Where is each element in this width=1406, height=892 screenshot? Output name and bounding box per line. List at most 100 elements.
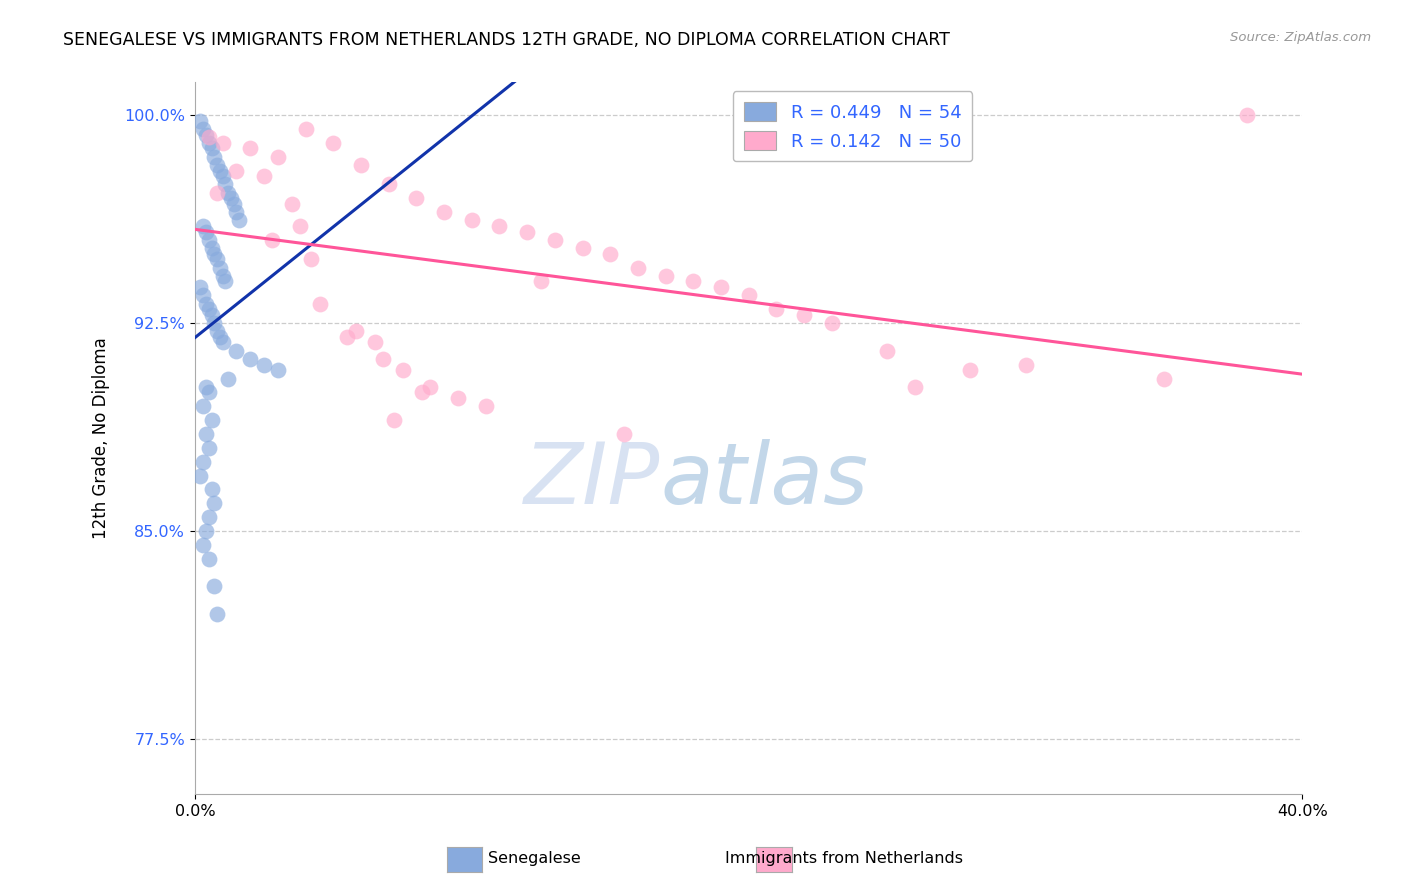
- Point: [195, 296, 218, 310]
- Point: [288, 219, 311, 233]
- Point: [200, 413, 222, 427]
- Point: [208, 260, 231, 275]
- Point: [1236, 108, 1258, 122]
- Point: [195, 128, 218, 142]
- Point: [308, 296, 330, 310]
- Point: [205, 324, 228, 338]
- Point: [200, 308, 222, 322]
- Point: [190, 468, 212, 483]
- Point: [193, 122, 215, 136]
- Point: [294, 122, 316, 136]
- Point: [200, 483, 222, 497]
- Point: [200, 241, 222, 255]
- Point: [193, 538, 215, 552]
- Point: [530, 275, 553, 289]
- Legend: R = 0.449   N = 54, R = 0.142   N = 50: R = 0.449 N = 54, R = 0.142 N = 50: [733, 91, 972, 161]
- Point: [904, 380, 927, 394]
- Y-axis label: 12th Grade, No Diploma: 12th Grade, No Diploma: [93, 337, 110, 539]
- Point: [197, 385, 219, 400]
- Point: [350, 158, 373, 172]
- Point: [214, 275, 236, 289]
- Point: [214, 178, 236, 192]
- Point: [202, 150, 225, 164]
- Point: [205, 158, 228, 172]
- Point: [202, 246, 225, 260]
- Point: [253, 169, 276, 183]
- Point: [373, 352, 395, 367]
- Point: [193, 288, 215, 302]
- Point: [613, 426, 636, 441]
- Point: [461, 213, 484, 227]
- Point: [682, 275, 704, 289]
- Point: [364, 335, 387, 350]
- Point: [228, 213, 250, 227]
- Point: [299, 252, 322, 267]
- Point: [876, 343, 898, 358]
- Point: [197, 551, 219, 566]
- Point: [200, 141, 222, 155]
- Point: [193, 455, 215, 469]
- Point: [322, 136, 344, 150]
- Point: [344, 324, 367, 338]
- Point: [959, 363, 981, 377]
- Point: [336, 330, 359, 344]
- Text: atlas: atlas: [659, 440, 868, 523]
- Point: [217, 371, 239, 385]
- Text: Source: ZipAtlas.com: Source: ZipAtlas.com: [1230, 31, 1371, 45]
- Point: [405, 191, 427, 205]
- Point: [225, 205, 247, 219]
- Point: [267, 363, 290, 377]
- Point: [202, 496, 225, 510]
- Point: [765, 302, 787, 317]
- Point: [205, 186, 228, 200]
- Point: [710, 280, 733, 294]
- Text: ZIP: ZIP: [524, 440, 659, 523]
- Text: SENEGALESE VS IMMIGRANTS FROM NETHERLANDS 12TH GRADE, NO DIPLOMA CORRELATION CHA: SENEGALESE VS IMMIGRANTS FROM NETHERLAND…: [63, 31, 950, 49]
- Point: [253, 358, 276, 372]
- Point: [205, 607, 228, 621]
- Point: [205, 252, 228, 267]
- Point: [208, 163, 231, 178]
- Point: [382, 413, 405, 427]
- Point: [211, 335, 233, 350]
- Point: [211, 169, 233, 183]
- Point: [821, 316, 844, 330]
- Point: [208, 330, 231, 344]
- Point: [197, 136, 219, 150]
- Point: [197, 233, 219, 247]
- Point: [737, 288, 759, 302]
- Point: [267, 150, 290, 164]
- Point: [190, 280, 212, 294]
- Point: [195, 225, 218, 239]
- Point: [197, 130, 219, 145]
- Point: [516, 225, 538, 239]
- Point: [197, 510, 219, 524]
- Point: [262, 233, 284, 247]
- Point: [239, 141, 262, 155]
- Point: [197, 441, 219, 455]
- Point: [654, 268, 676, 283]
- Text: Senegalese: Senegalese: [488, 851, 581, 865]
- Point: [195, 524, 218, 538]
- Point: [544, 233, 567, 247]
- Point: [193, 399, 215, 413]
- Point: [202, 316, 225, 330]
- Point: [219, 191, 242, 205]
- Point: [193, 219, 215, 233]
- Point: [211, 136, 233, 150]
- Point: [793, 308, 815, 322]
- Point: [474, 399, 496, 413]
- Point: [1014, 358, 1036, 372]
- Point: [1153, 371, 1175, 385]
- Point: [202, 579, 225, 593]
- Point: [239, 352, 262, 367]
- Point: [447, 391, 470, 405]
- Point: [391, 363, 413, 377]
- Text: Immigrants from Netherlands: Immigrants from Netherlands: [724, 851, 963, 865]
- Point: [627, 260, 650, 275]
- Point: [411, 385, 433, 400]
- Point: [217, 186, 239, 200]
- Point: [195, 380, 218, 394]
- Point: [599, 246, 621, 260]
- Point: [377, 178, 399, 192]
